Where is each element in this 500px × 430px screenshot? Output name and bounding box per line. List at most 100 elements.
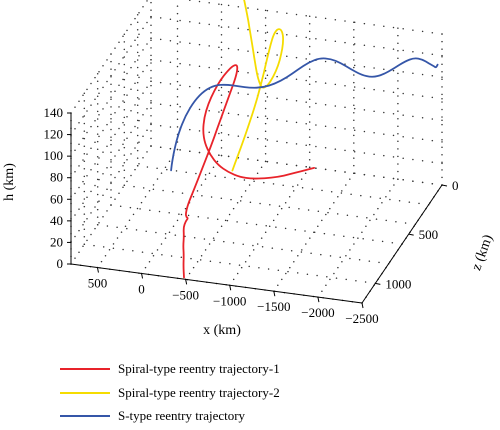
- grid-dot: [114, 155, 116, 157]
- grid-dot: [123, 86, 126, 88]
- grid-dot: [284, 227, 287, 230]
- grid-dot: [114, 68, 116, 71]
- grid-dot: [243, 179, 246, 181]
- grid-dot: [264, 24, 267, 27]
- grid-dot: [344, 171, 346, 173]
- grid-dot: [110, 161, 112, 163]
- grid-dot: [83, 220, 86, 223]
- grid-dot: [285, 272, 287, 275]
- grid-dot: [104, 254, 107, 257]
- grid-dot: [264, 115, 267, 117]
- grid-dot: [144, 266, 147, 269]
- grid-dot: [308, 15, 311, 18]
- h-tick-label: 80: [50, 170, 63, 185]
- grid-dot: [150, 102, 152, 104]
- grid-dot: [198, 0, 201, 3]
- grid-dot: [441, 93, 443, 96]
- grid-dot: [110, 113, 112, 116]
- grid-dot: [146, 129, 148, 132]
- grid-dot: [94, 76, 96, 79]
- grid-dot: [392, 177, 395, 180]
- grid-dot: [224, 219, 227, 222]
- grid-dot: [247, 136, 249, 139]
- grid-dot: [162, 189, 164, 192]
- grid-dot: [339, 256, 341, 258]
- grid-dot: [220, 3, 223, 6]
- grid-dot: [126, 51, 128, 53]
- grid-dot: [96, 163, 99, 166]
- grid-dot: [123, 139, 126, 141]
- grid-dot: [138, 98, 140, 100]
- h-tick-label: 0: [57, 256, 64, 271]
- grid-dot: [118, 41, 120, 43]
- grid-dot: [150, 77, 152, 79]
- grid-dot: [220, 11, 223, 13]
- grid-dot: [276, 162, 278, 164]
- grid-dot: [110, 128, 112, 131]
- grid-dot: [372, 239, 374, 241]
- grid-dot: [264, 100, 267, 102]
- grid-dot: [176, 73, 179, 75]
- grid-dot: [98, 70, 100, 73]
- grid-dot: [189, 150, 191, 152]
- grid-dot: [324, 39, 327, 41]
- grid-dot: [204, 178, 207, 180]
- grid-dot: [142, 6, 144, 8]
- grid-dot: [96, 201, 99, 203]
- grid-dot: [130, 153, 132, 155]
- grid-dot: [306, 273, 309, 275]
- grid-dot: [98, 135, 100, 138]
- grid-dot: [266, 9, 269, 12]
- grid-dot: [227, 47, 230, 50]
- grid-dot: [383, 47, 385, 49]
- grid-dot: [344, 20, 346, 22]
- grid-dot: [276, 75, 278, 78]
- grid-dot: [373, 132, 375, 134]
- grid-dot: [110, 75, 112, 78]
- grid-dot: [353, 36, 355, 39]
- grid-dot: [334, 40, 337, 43]
- grid-dot: [353, 64, 356, 67]
- grid-dot: [220, 41, 223, 43]
- grid-dot: [122, 248, 124, 251]
- grid-dot: [176, 111, 179, 113]
- grid-dot: [334, 62, 337, 64]
- grid-dot: [398, 200, 401, 202]
- grid-dot: [345, 278, 347, 281]
- grid-dot: [149, 209, 151, 211]
- grid-dot: [110, 166, 112, 169]
- grid-dot: [266, 74, 269, 77]
- grid-dot: [136, 207, 139, 210]
- grid-dot: [345, 255, 347, 257]
- grid-dot: [159, 103, 162, 105]
- grid-dot: [179, 84, 181, 86]
- grid-dot: [418, 202, 420, 205]
- grid-dot: [252, 249, 255, 251]
- grid-dot: [288, 196, 291, 198]
- grid-dot: [208, 66, 210, 69]
- grid-dot: [96, 193, 99, 196]
- grid-dot: [86, 218, 88, 220]
- grid-dot: [136, 134, 139, 137]
- grid-dot: [363, 130, 366, 133]
- grid-dot: [305, 166, 307, 168]
- grid-dot: [334, 148, 337, 150]
- grid-dot: [74, 171, 76, 173]
- grid-dot: [219, 261, 221, 264]
- grid-dot: [389, 190, 391, 192]
- grid-dot: [136, 44, 139, 46]
- grid-dot: [246, 222, 248, 224]
- grid-dot: [140, 201, 143, 204]
- grid-dot: [324, 82, 327, 84]
- grid-dot: [223, 240, 225, 243]
- grid-dot: [156, 249, 159, 251]
- grid-dot: [356, 215, 358, 218]
- grid-dot: [295, 56, 298, 59]
- legend: Spiral-type reentry trajectory-1 Spiral-…: [60, 361, 280, 423]
- grid-dot: [353, 59, 355, 61]
- legend-label-2: Spiral-type reentry trajectory-2: [118, 385, 280, 400]
- grid-dot: [363, 173, 366, 176]
- grid-dot: [208, 109, 210, 112]
- grid-dot: [96, 223, 99, 226]
